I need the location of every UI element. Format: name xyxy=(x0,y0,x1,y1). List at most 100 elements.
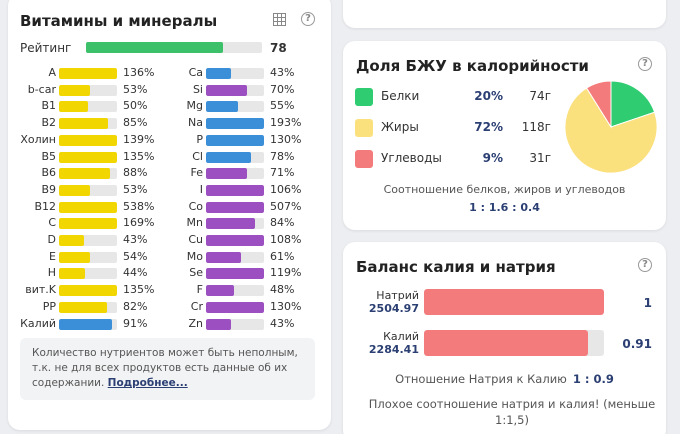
nutrient-bar-fill xyxy=(206,268,264,280)
more-link[interactable]: Подробнее... xyxy=(107,377,188,389)
na-k-ratio-label: Отношение Натрия к Калию xyxy=(395,372,567,386)
nutrient-bar xyxy=(206,118,264,130)
nutrient-bar-fill xyxy=(59,285,117,297)
nutrient-bar-fill xyxy=(59,235,84,246)
nutrient-name: Fe xyxy=(190,166,204,180)
nutrient-percent: 78% xyxy=(270,149,295,163)
bju-title: Доля БЖУ в калорийности xyxy=(356,57,589,75)
nutrient-bar-fill xyxy=(206,235,264,246)
nutrient-name: Cr xyxy=(190,299,203,313)
sodium-bar-fill xyxy=(424,289,604,315)
nutrient-percent: 139% xyxy=(123,132,155,146)
nutrient-name: B9 xyxy=(41,182,56,196)
nutrient-bar-fill xyxy=(206,301,264,313)
rating-bar-fill xyxy=(86,42,224,53)
nutrient-bar xyxy=(206,235,264,246)
nutrient-bar xyxy=(206,285,264,297)
bju-card: Доля БЖУ в калорийности ? Белки 20% 74г … xyxy=(343,41,666,230)
nutrient-bar xyxy=(59,268,117,280)
nutrient-bar-fill xyxy=(206,285,234,297)
nutrient-name: B1 xyxy=(41,99,56,113)
nutrient-bar-fill xyxy=(206,218,255,230)
nutrient-percent: 53% xyxy=(123,182,148,196)
nutrient-percent: 43% xyxy=(270,66,295,79)
nutrient-percent: 84% xyxy=(270,216,295,230)
help-icon[interactable]: ? xyxy=(301,12,315,26)
nutrient-name: I xyxy=(199,182,203,196)
nutrient-bar xyxy=(59,118,117,130)
nutrient-bar xyxy=(206,218,264,230)
nutrient-name: Cu xyxy=(188,233,203,246)
nutrient-bar xyxy=(59,235,117,246)
nutrient-bar xyxy=(59,218,117,230)
rating-value: 78 xyxy=(270,41,287,55)
nutrient-percent: 70% xyxy=(270,82,295,96)
nutrient-name: PP xyxy=(42,299,56,313)
nutrient-bar-fill xyxy=(59,301,107,313)
nutrient-bar-fill xyxy=(206,184,264,196)
nutrient-bar xyxy=(206,101,264,113)
bju-name: Жиры xyxy=(381,120,419,134)
nutrient-name: Mg xyxy=(186,99,203,113)
nutrient-percent: 108% xyxy=(270,233,302,246)
nutrient-name: Калий xyxy=(20,316,56,330)
nutrient-bar xyxy=(59,68,117,79)
sodium-amount: 2504.97 xyxy=(368,302,419,315)
nutrient-percent: 130% xyxy=(270,132,302,146)
help-icon[interactable]: ? xyxy=(638,57,652,71)
nutrient-bar xyxy=(59,168,117,180)
rating-bar xyxy=(86,42,262,53)
nutrient-name: Ca xyxy=(188,66,203,79)
nutrient-percent: 88% xyxy=(123,166,148,180)
nutrient-percent: 106% xyxy=(270,182,302,196)
potassium-sodium-card: Баланс калия и натрия ? Натрий 2504.97 1… xyxy=(343,242,666,434)
protein-swatch xyxy=(355,88,373,106)
potassium-amount: 2284.41 xyxy=(368,343,419,356)
nutrient-bar xyxy=(59,251,117,263)
nutrient-bar-fill xyxy=(206,118,264,130)
nutrient-bar-fill xyxy=(206,68,231,79)
potassium-name: Калий xyxy=(383,330,419,343)
nutrient-name: C xyxy=(48,216,56,230)
nutrient-percent: 119% xyxy=(270,266,302,280)
nutrient-percent: 85% xyxy=(123,116,148,130)
rating-label: Рейтинг xyxy=(20,41,72,55)
nutrient-name: Zn xyxy=(188,316,203,330)
sodium-bar xyxy=(424,289,604,315)
pie-slice-carbs xyxy=(585,80,612,129)
nutrient-bar-fill xyxy=(206,134,264,146)
nutrient-bar xyxy=(59,151,117,163)
nutrient-bar-fill xyxy=(59,151,117,163)
previous-card-stub xyxy=(343,0,666,28)
na-k-ratio-value: 1 : 0.9 xyxy=(572,372,614,386)
nutrient-bar-fill xyxy=(206,101,238,113)
notice-text: Количество нутриентов может быть неполны… xyxy=(32,347,298,389)
nutrient-bar-fill xyxy=(206,151,252,163)
nutrient-name: Na xyxy=(188,116,203,130)
nutrient-bar-fill xyxy=(59,318,112,330)
bju-pie-chart xyxy=(564,80,658,174)
nutrient-bar-fill xyxy=(59,118,109,130)
nutrient-percent: 135% xyxy=(123,283,155,297)
sodium-ratio: 1 xyxy=(643,296,652,310)
nutrient-percent: 193% xyxy=(270,116,302,130)
nutrient-percent: 43% xyxy=(123,233,148,246)
bju-grams: 74г xyxy=(529,89,551,103)
nutrient-bar-fill xyxy=(59,268,85,280)
bju-percent: 9% xyxy=(482,151,503,165)
nutrient-bar xyxy=(206,318,264,330)
pie-slice-fat xyxy=(564,87,658,174)
nutrient-name: Холин xyxy=(20,132,56,146)
potassium-label: Калий 2284.41 xyxy=(349,330,419,356)
nutrient-bar xyxy=(206,84,264,96)
nutrient-percent: 91% xyxy=(123,316,148,330)
nutrient-bar xyxy=(206,68,264,79)
nutrient-percent: 54% xyxy=(123,249,148,263)
nutrient-bar xyxy=(59,285,117,297)
help-icon[interactable]: ? xyxy=(638,258,652,272)
table-icon[interactable] xyxy=(273,13,286,26)
potassium-bar-fill xyxy=(424,330,588,356)
nutrient-percent: 43% xyxy=(270,316,295,330)
nutrient-name: E xyxy=(49,249,56,263)
nutrient-percent: 61% xyxy=(270,249,295,263)
